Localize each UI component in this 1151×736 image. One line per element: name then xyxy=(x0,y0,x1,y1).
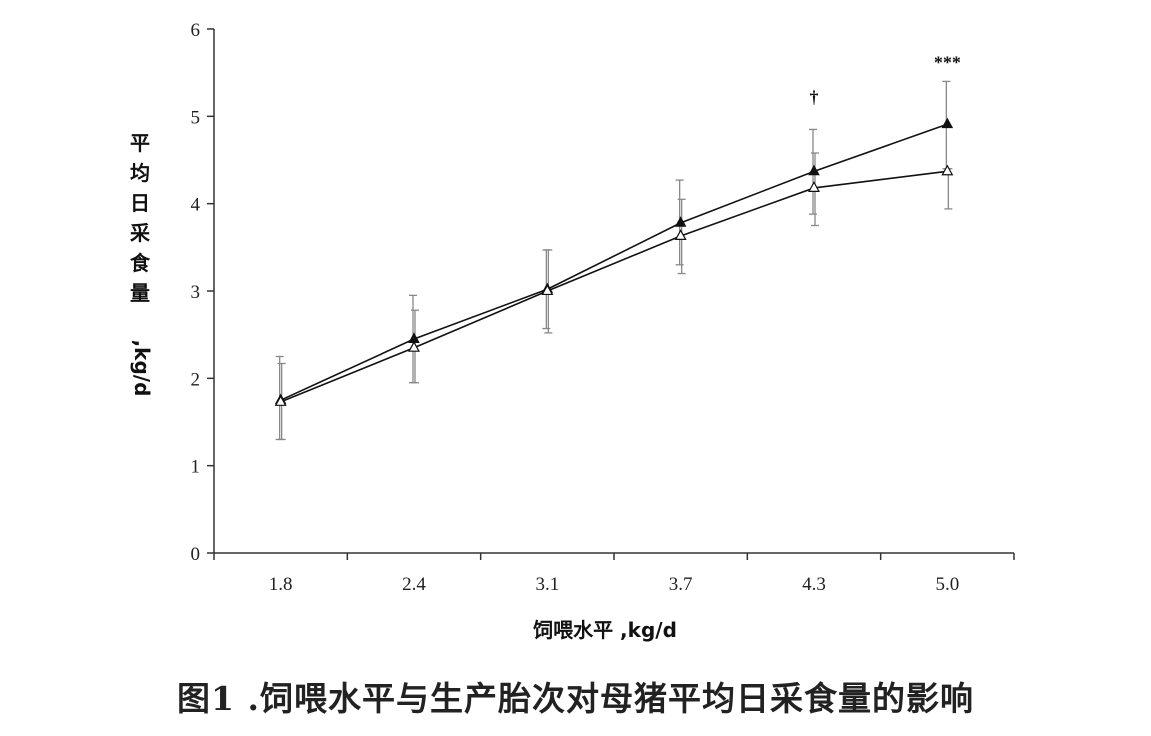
x-tick-label: 3.1 xyxy=(535,574,559,595)
y-axis-title-char: 食 xyxy=(130,251,151,275)
y-tick-label: 0 xyxy=(191,544,201,565)
x-tick-label: 3.7 xyxy=(669,574,693,595)
y-axis-title: 平均日采食量 ,kg/d xyxy=(130,131,154,396)
y-tick-label: 5 xyxy=(191,107,201,128)
filled-triangle-marker xyxy=(808,164,820,176)
x-tick-label: 4.3 xyxy=(802,574,826,595)
x-axis-title: 饲喂水平 ,kg/d xyxy=(532,618,677,642)
chart-axes xyxy=(213,29,1014,554)
y-axis-title-char: 均 xyxy=(130,161,150,185)
x-tick-label: 5.0 xyxy=(935,574,959,595)
x-tick-label: 1.8 xyxy=(269,574,293,595)
y-tick-label: 3 xyxy=(191,282,201,303)
error-bars xyxy=(275,80,953,441)
significance-marker: *** xyxy=(934,52,961,72)
y-tick-label: 4 xyxy=(191,195,201,216)
line-chart: 0 1 2 3 4 5 6 1.8 2.4 3.1 3.7 4.3 5.0 † *** 饲喂水平 ,kg… xyxy=(130,20,1015,642)
open-triangle-marker xyxy=(541,284,554,296)
filled-triangle-marker xyxy=(674,216,687,227)
figure-caption: 图1 .饲喂水平与生产胎次对母猪平均日采食量的影响 xyxy=(177,679,974,718)
y-axis-title-char: 日 xyxy=(130,191,150,215)
x-axis-ticks: 1.8 2.4 3.1 3.7 4.3 5.0 xyxy=(213,553,1015,595)
series-lines xyxy=(280,123,948,403)
x-tick-label: 2.4 xyxy=(402,574,426,595)
open-triangle-marker xyxy=(274,395,287,406)
y-tick-label: 6 xyxy=(191,20,201,41)
y-tick-label: 1 xyxy=(191,457,201,478)
open-triangle-marker xyxy=(408,340,420,352)
y-axis-ticks: 0 1 2 3 4 5 6 xyxy=(191,20,214,565)
series-markers xyxy=(274,117,954,406)
open-triangle-marker xyxy=(941,164,954,176)
significance-marker: † xyxy=(810,87,819,107)
open-triangle-marker xyxy=(808,181,820,192)
series-line-filled xyxy=(280,123,948,401)
filled-triangle-marker xyxy=(941,117,954,129)
significance-annotations: † *** xyxy=(810,52,961,107)
series-line-open xyxy=(280,170,948,403)
y-tick-label: 2 xyxy=(191,369,201,390)
y-axis-title-char: 平 xyxy=(130,131,150,155)
y-axis-title-unit: ,kg/d xyxy=(130,340,154,397)
y-axis-title-char: 采 xyxy=(130,221,150,245)
y-axis-title-char: 量 xyxy=(130,281,150,305)
open-triangle-marker xyxy=(674,229,687,240)
